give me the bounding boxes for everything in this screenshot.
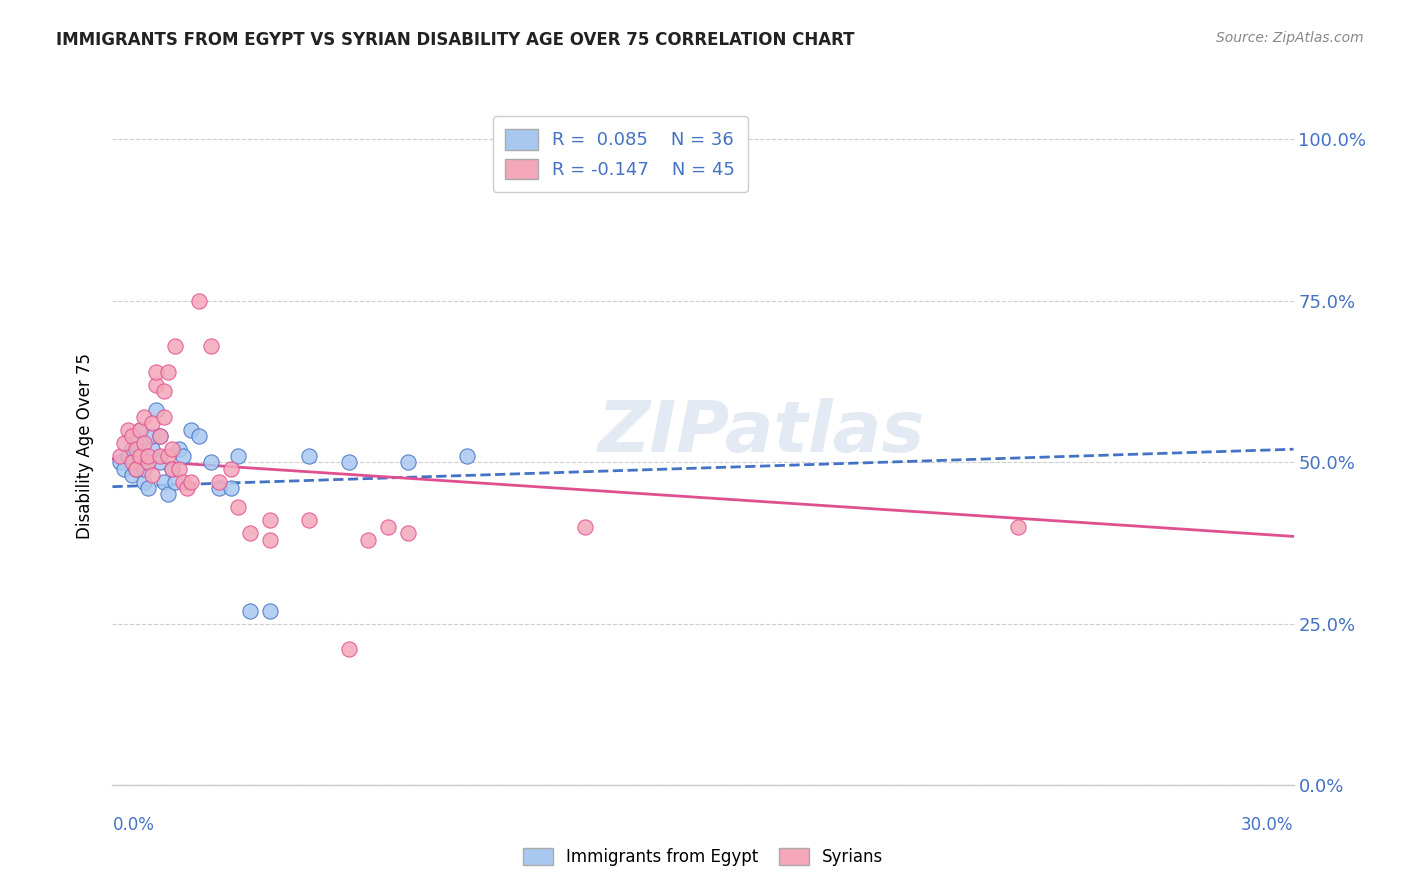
Point: [298, 513, 321, 527]
Point: [396, 455, 419, 469]
Point: [172, 449, 194, 463]
Point: [129, 423, 152, 437]
Point: [357, 533, 380, 547]
Point: [259, 533, 281, 547]
Point: [121, 442, 143, 457]
Point: [200, 455, 222, 469]
Point: [132, 409, 155, 424]
Legend: Immigrants from Egypt, Syrians: Immigrants from Egypt, Syrians: [515, 840, 891, 875]
Point: [110, 455, 132, 469]
Point: [117, 449, 139, 463]
Point: [160, 461, 183, 475]
Point: [160, 442, 183, 457]
Point: [156, 449, 179, 463]
Point: [125, 435, 148, 450]
Point: [239, 526, 262, 541]
Legend: R =  0.085    N = 36, R = -0.147    N = 45: R = 0.085 N = 36, R = -0.147 N = 45: [492, 116, 748, 192]
Point: [145, 365, 167, 379]
Point: [149, 429, 172, 443]
Point: [574, 519, 596, 533]
Text: ZIPatlas: ZIPatlas: [599, 398, 925, 467]
Point: [110, 449, 132, 463]
Point: [259, 513, 281, 527]
Point: [125, 442, 148, 457]
Point: [129, 423, 152, 437]
Point: [112, 461, 135, 475]
Point: [208, 475, 231, 489]
Point: [169, 442, 191, 457]
Point: [125, 461, 148, 475]
Point: [180, 475, 202, 489]
Point: [219, 461, 242, 475]
Point: [129, 449, 152, 463]
Point: [141, 442, 163, 457]
Point: [156, 487, 179, 501]
Point: [145, 403, 167, 417]
Point: [141, 417, 163, 431]
Point: [188, 429, 211, 443]
Point: [208, 481, 231, 495]
Point: [136, 481, 159, 495]
Point: [337, 455, 360, 469]
Point: [132, 435, 155, 450]
Point: [160, 461, 183, 475]
Point: [145, 377, 167, 392]
Point: [180, 423, 202, 437]
Point: [228, 500, 250, 515]
Text: IMMIGRANTS FROM EGYPT VS SYRIAN DISABILITY AGE OVER 75 CORRELATION CHART: IMMIGRANTS FROM EGYPT VS SYRIAN DISABILI…: [56, 31, 855, 49]
Point: [239, 604, 262, 618]
Point: [337, 642, 360, 657]
Point: [165, 339, 187, 353]
Point: [219, 481, 242, 495]
Point: [188, 293, 211, 308]
Point: [121, 455, 143, 469]
Point: [259, 604, 281, 618]
Point: [136, 449, 159, 463]
Point: [152, 409, 174, 424]
Point: [149, 449, 172, 463]
Point: [169, 461, 191, 475]
Point: [176, 481, 198, 495]
Point: [112, 435, 135, 450]
Point: [200, 339, 222, 353]
Point: [141, 429, 163, 443]
Point: [136, 455, 159, 469]
Point: [228, 449, 250, 463]
Point: [117, 423, 139, 437]
Point: [1007, 519, 1029, 533]
Point: [298, 449, 321, 463]
Point: [132, 461, 155, 475]
Point: [125, 461, 148, 475]
Point: [396, 526, 419, 541]
Text: 30.0%: 30.0%: [1241, 816, 1294, 834]
Point: [132, 475, 155, 489]
Point: [141, 468, 163, 483]
Point: [121, 468, 143, 483]
Text: Source: ZipAtlas.com: Source: ZipAtlas.com: [1216, 31, 1364, 45]
Point: [165, 475, 187, 489]
Point: [129, 455, 152, 469]
Text: 0.0%: 0.0%: [112, 816, 155, 834]
Point: [149, 429, 172, 443]
Point: [136, 455, 159, 469]
Point: [377, 519, 399, 533]
Point: [121, 429, 143, 443]
Point: [172, 475, 194, 489]
Point: [149, 455, 172, 469]
Y-axis label: Disability Age Over 75: Disability Age Over 75: [76, 353, 94, 539]
Point: [456, 449, 478, 463]
Point: [156, 365, 179, 379]
Point: [152, 384, 174, 398]
Point: [152, 475, 174, 489]
